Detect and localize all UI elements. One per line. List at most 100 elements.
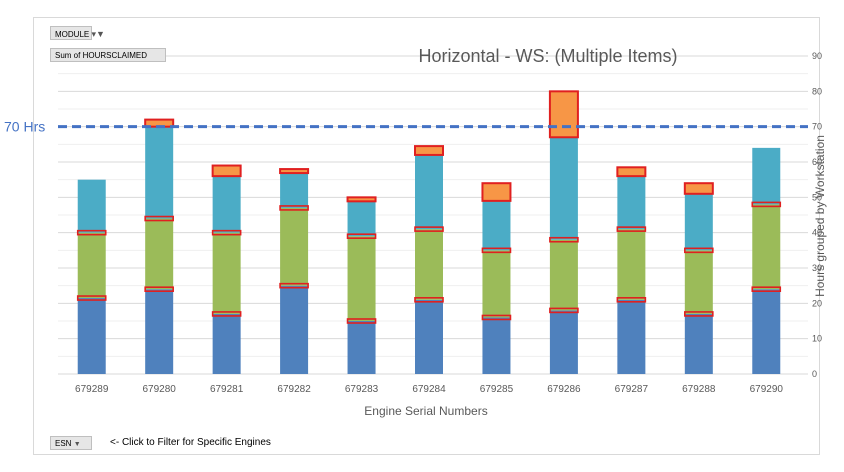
filter-icon: ▾▼ <box>91 29 105 39</box>
x-tick-label: 679284 <box>412 384 446 395</box>
segment-boundary-highlight <box>414 226 444 232</box>
reference-line: 70 Hrs <box>4 119 808 135</box>
bar-segment <box>347 236 376 321</box>
module-button-label: MODULE <box>55 30 90 39</box>
segment-boundary-highlight <box>616 226 647 232</box>
bar-segment <box>684 250 713 314</box>
y-tick-label: 0 <box>812 369 817 379</box>
x-tick-label: 679289 <box>75 384 109 395</box>
top-segment-highlight <box>548 90 579 139</box>
bar-segment <box>280 169 309 173</box>
esn-button-label: ESN <box>55 439 72 448</box>
x-tick-label: 679287 <box>615 384 649 395</box>
bar-segment <box>617 229 646 300</box>
bar-segment <box>280 207 309 286</box>
y-tick-label: 70 <box>812 122 822 132</box>
y-tick-label: 60 <box>812 157 822 167</box>
bar-segment <box>212 176 241 233</box>
y-tick-label: 40 <box>812 228 822 238</box>
bar-segment <box>415 154 443 230</box>
bar-segment <box>145 289 174 374</box>
x-tick-label: 679285 <box>480 384 514 395</box>
top-segment-highlight <box>683 182 714 195</box>
bar-segment <box>752 204 781 290</box>
bar-segment <box>145 126 174 219</box>
segment-boundary-highlight <box>414 296 444 303</box>
y-tick-label: 90 <box>812 51 822 61</box>
bar-segment <box>347 200 376 237</box>
segment-boundary-highlight <box>279 282 309 289</box>
segment-boundary-highlight <box>76 295 107 301</box>
esn-filter-button[interactable]: ESN ▼ <box>50 436 92 450</box>
bar-segment <box>145 119 174 127</box>
x-tick-label: 679281 <box>210 384 244 395</box>
bar-segment <box>482 250 511 318</box>
segment-boundary-highlight <box>481 314 512 321</box>
x-tick-labels: 679289 679280 679281 679282 679283 679284 6792… <box>75 384 783 395</box>
module-filter-button[interactable]: MODULE ▾▼ <box>50 26 105 40</box>
bar-segment <box>482 317 511 374</box>
bar-segment <box>280 285 309 374</box>
x-tick-label: 679283 <box>345 384 379 395</box>
bar-segment <box>684 193 713 251</box>
segment-boundary-highlight <box>346 318 377 324</box>
bar-segment <box>549 310 578 374</box>
bar-segment <box>77 232 106 299</box>
reference-line-label: 70 Hrs <box>4 119 45 135</box>
segment-boundary-highlight <box>616 296 647 303</box>
segment-boundary-highlight <box>76 229 107 236</box>
segment-boundary-highlight <box>549 307 579 314</box>
bar-segment <box>212 232 241 314</box>
bar-segment <box>280 172 309 208</box>
y-tick-label: 10 <box>812 334 822 344</box>
bar-segment <box>482 183 511 201</box>
y-tick-label: 50 <box>812 192 822 202</box>
bar-segment <box>145 218 174 290</box>
y-tick-labels: 0 10 20 30 40 50 60 70 80 90 <box>812 51 822 379</box>
segment-boundary-highlight <box>279 205 309 211</box>
bar-segment <box>415 146 443 155</box>
bar-segment <box>752 289 781 374</box>
bar-segment <box>549 91 578 138</box>
top-segment-highlight <box>279 168 310 175</box>
bar-segment <box>212 313 241 374</box>
segment-boundary-highlight <box>144 286 174 293</box>
bar-segment <box>752 147 781 205</box>
segment-boundary-highlight <box>684 247 714 254</box>
bar-segment <box>549 239 578 311</box>
bar-segment <box>77 179 106 233</box>
segment-boundary-highlight <box>481 247 512 254</box>
y-tick-label: 30 <box>812 263 822 273</box>
top-segment-highlight <box>616 166 647 178</box>
bar-segment <box>617 167 646 177</box>
top-segment-highlight <box>414 145 444 156</box>
bar-segment <box>684 313 713 374</box>
top-segment-highlight <box>346 196 377 203</box>
value-field-button[interactable]: Sum of HOURSCLAIMED <box>50 48 166 62</box>
bar-segment <box>347 321 376 374</box>
segment-boundary-highlight <box>751 201 782 208</box>
chevron-down-icon: ▼ <box>73 441 81 448</box>
segment-boundary-highlight <box>346 233 377 239</box>
x-tick-label: 679286 <box>547 384 581 395</box>
segment-boundary-highlight <box>684 311 714 317</box>
bar-segment <box>415 229 443 300</box>
bar-segment <box>415 299 443 374</box>
segment-boundary-highlight <box>751 286 782 293</box>
segment-boundary-highlight <box>144 215 174 222</box>
top-segment-highlight <box>211 164 242 178</box>
bar-segment <box>549 137 578 240</box>
y-axis-label: Hours grouped by Workstation <box>813 135 827 297</box>
top-segment-highlight <box>481 182 512 202</box>
bar-segment <box>617 176 646 230</box>
x-tick-label: 679280 <box>142 384 176 395</box>
segment-boundary-highlight <box>211 229 242 236</box>
bar-segment <box>617 299 646 374</box>
bars <box>76 90 782 374</box>
x-axis-label: Engine Serial Numbers <box>364 404 487 418</box>
bar-segment <box>77 298 106 374</box>
bar-segment <box>482 200 511 251</box>
chart-title: Horizontal - WS: (Multiple Items) <box>418 46 677 66</box>
bar-segment <box>347 197 376 201</box>
